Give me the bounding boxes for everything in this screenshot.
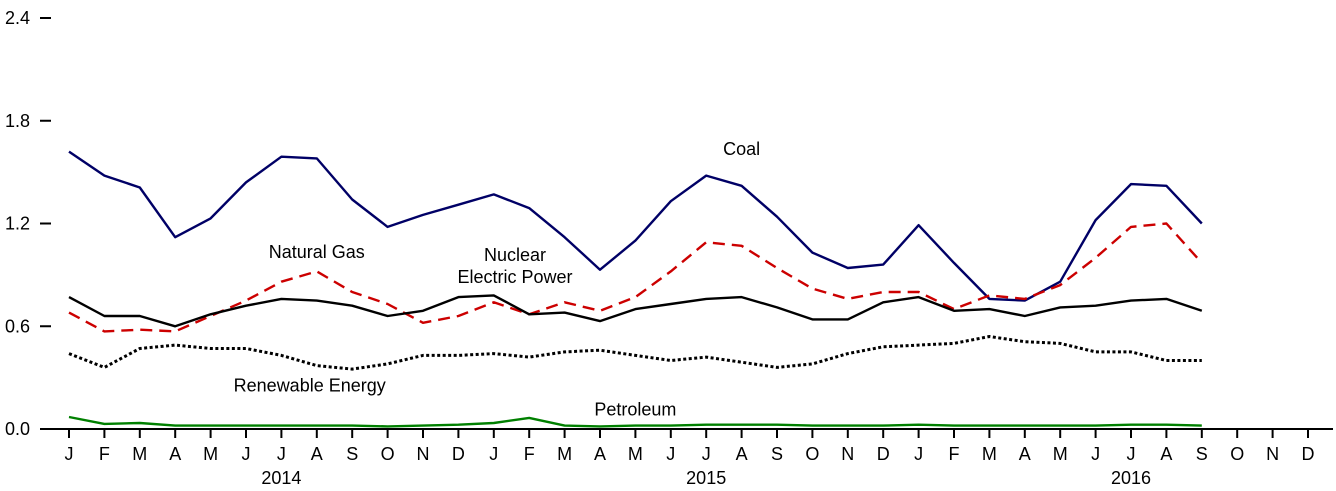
x-month-label: D	[1302, 444, 1315, 464]
y-tick-label: 1.8	[5, 111, 30, 131]
x-month-label: J	[702, 444, 711, 464]
x-month-label: O	[805, 444, 819, 464]
x-month-label: A	[736, 444, 748, 464]
series-label-natural-gas: Natural Gas	[269, 242, 365, 262]
series-line-nuclear-electric-power	[68, 294, 1203, 328]
x-year-label: 2015	[686, 468, 726, 488]
series-label-coal: Coal	[723, 139, 760, 159]
series-label-nuclear-electric-power-line: Nuclear	[484, 245, 546, 265]
x-month-label: A	[1019, 444, 1031, 464]
x-year-label: 2016	[1111, 468, 1151, 488]
x-month-label: J	[1127, 444, 1136, 464]
x-month-label: A	[594, 444, 606, 464]
x-month-label: A	[169, 444, 181, 464]
x-month-label: S	[346, 444, 358, 464]
x-month-label: J	[666, 444, 675, 464]
y-tick-label: 1.2	[5, 214, 30, 234]
x-month-label: D	[877, 444, 890, 464]
x-month-label: M	[203, 444, 218, 464]
y-tick-label: 0.0	[5, 419, 30, 439]
x-month-label: M	[557, 444, 572, 464]
x-month-label: S	[1196, 444, 1208, 464]
x-month-label: F	[524, 444, 535, 464]
x-month-label: A	[311, 444, 323, 464]
x-month-label: N	[417, 444, 430, 464]
x-month-label: J	[65, 444, 74, 464]
x-month-label: S	[771, 444, 783, 464]
x-month-label: J	[489, 444, 498, 464]
series-line-petroleum	[68, 415, 1202, 428]
series-label-renewable-energy: Renewable Energy	[234, 375, 386, 395]
x-month-label: M	[982, 444, 997, 464]
series-line-natural-gas	[68, 222, 1203, 333]
series-line-coal	[68, 150, 1203, 302]
series-label-nuclear-electric-power-line: Electric Power	[458, 267, 573, 287]
x-month-label: J	[277, 444, 286, 464]
x-month-label: J	[1091, 444, 1100, 464]
x-month-label: F	[99, 444, 110, 464]
x-month-label: D	[452, 444, 465, 464]
x-month-label: N	[1266, 444, 1279, 464]
x-year-label: 2014	[261, 468, 301, 488]
series-label-petroleum: Petroleum	[594, 399, 676, 419]
x-month-label: N	[841, 444, 854, 464]
y-axis: 0.0 0.6 1.2 1.8 2.4	[5, 8, 51, 439]
x-month-label: A	[1160, 444, 1172, 464]
x-axis: J F M A M J J A S O N D J F M A M J J A S O N D J F M A M J J A S O N D 2014…	[51, 428, 1333, 488]
series-lines	[68, 150, 1203, 428]
series-line-renewable-energy	[68, 335, 1202, 371]
y-tick-label: 2.4	[5, 8, 30, 28]
y-tick-label: 0.6	[5, 316, 30, 336]
x-month-label: J	[914, 444, 923, 464]
x-month-label: J	[242, 444, 251, 464]
x-month-label: M	[628, 444, 643, 464]
x-month-label: O	[1230, 444, 1244, 464]
x-month-label: F	[949, 444, 960, 464]
x-month-label: O	[381, 444, 395, 464]
x-month-label: M	[132, 444, 147, 464]
x-month-label: M	[1053, 444, 1068, 464]
